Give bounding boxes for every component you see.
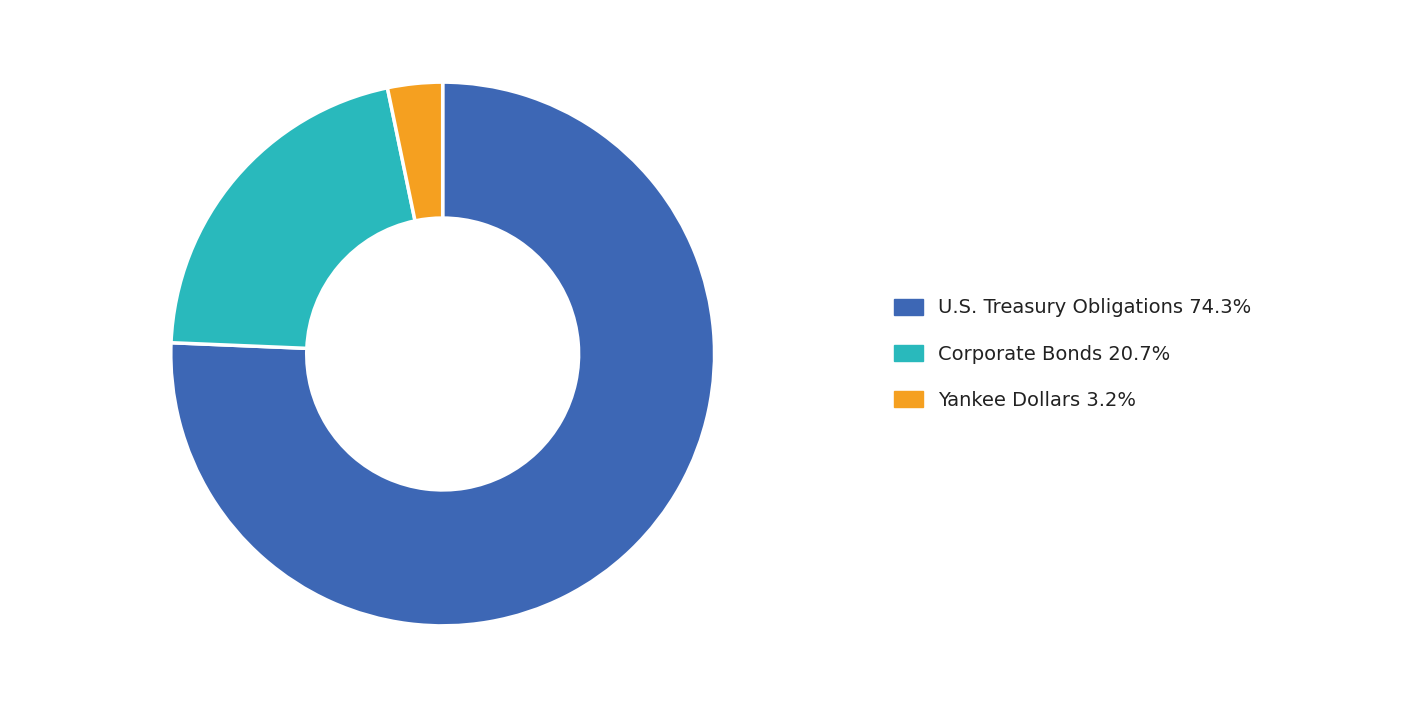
Legend: U.S. Treasury Obligations 74.3%, Corporate Bonds 20.7%, Yankee Dollars 3.2%: U.S. Treasury Obligations 74.3%, Corpora… — [885, 290, 1259, 418]
Wedge shape — [387, 82, 443, 221]
Wedge shape — [171, 82, 714, 626]
Wedge shape — [171, 88, 416, 348]
